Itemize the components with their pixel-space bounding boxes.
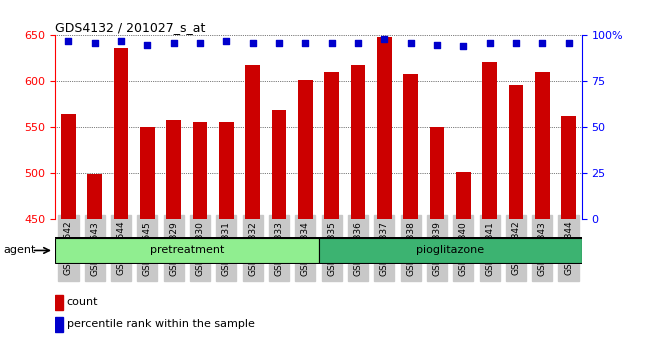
Text: pioglitazone: pioglitazone — [416, 245, 484, 256]
Point — [537, 40, 547, 46]
Bar — [404, 74, 418, 219]
Point — [300, 40, 311, 46]
Point — [326, 40, 337, 46]
Bar — [482, 62, 497, 219]
Point — [142, 42, 153, 47]
Bar — [166, 120, 181, 219]
Bar — [140, 127, 155, 219]
Bar — [430, 127, 444, 219]
Text: agent: agent — [3, 245, 36, 256]
Bar — [272, 110, 286, 219]
Bar — [88, 175, 102, 219]
Bar — [55, 317, 64, 332]
Point — [564, 40, 574, 46]
Bar — [55, 238, 318, 263]
Text: percentile rank within the sample: percentile rank within the sample — [67, 319, 255, 329]
Point — [195, 40, 205, 46]
Bar — [298, 80, 313, 219]
Bar — [61, 114, 75, 219]
Bar — [114, 48, 128, 219]
Bar — [509, 85, 523, 219]
Bar — [351, 65, 365, 219]
Bar — [535, 72, 549, 219]
Bar — [562, 116, 576, 219]
Text: count: count — [67, 297, 98, 307]
Bar — [219, 122, 233, 219]
Point — [379, 36, 389, 42]
Bar — [318, 238, 582, 263]
Bar — [193, 122, 207, 219]
Point — [484, 40, 495, 46]
Point — [248, 40, 258, 46]
Point — [221, 38, 231, 44]
Point — [406, 40, 416, 46]
Point — [63, 38, 73, 44]
Point — [511, 40, 521, 46]
Bar — [456, 172, 471, 219]
Point — [116, 38, 126, 44]
Point — [168, 40, 179, 46]
Point — [458, 44, 469, 49]
Point — [90, 40, 100, 46]
Bar — [377, 37, 391, 219]
Point — [432, 42, 442, 47]
Point — [274, 40, 284, 46]
Bar — [55, 295, 64, 310]
Bar — [324, 72, 339, 219]
Text: GDS4132 / 201027_s_at: GDS4132 / 201027_s_at — [55, 21, 205, 34]
Bar — [246, 65, 260, 219]
Point — [353, 40, 363, 46]
Text: pretreatment: pretreatment — [150, 245, 224, 256]
